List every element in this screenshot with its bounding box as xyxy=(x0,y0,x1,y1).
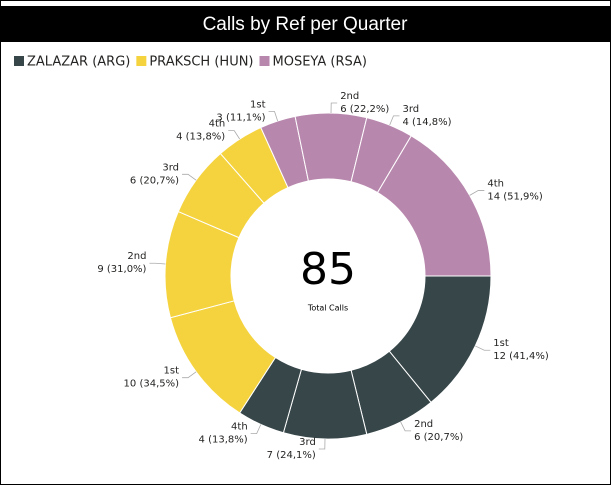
title-bar xyxy=(0,6,611,42)
slice-category: 3rd xyxy=(402,104,419,115)
leader-line xyxy=(330,102,338,114)
legend-swatch xyxy=(136,56,147,66)
slices xyxy=(164,112,492,440)
slice-category: 2nd xyxy=(127,251,146,262)
total-label: Total Calls xyxy=(307,304,348,313)
slice-category: 1st xyxy=(493,338,509,349)
legend-label: ZALAZAR (ARG) xyxy=(27,55,130,70)
slice-value-label: 9 (31,0%) xyxy=(97,264,146,275)
slice-value-label: 6 (20,7%) xyxy=(414,432,463,443)
slice-value-label: 12 (41,4%) xyxy=(493,351,549,362)
leader-line xyxy=(182,173,197,181)
legend-label: MOSEYA (RSA) xyxy=(273,55,367,70)
slice-value-label: 6 (20,7%) xyxy=(130,175,179,186)
slice-value-label: 7 (24,1%) xyxy=(267,450,316,461)
leader-line xyxy=(149,262,166,265)
legend-swatch xyxy=(259,56,270,66)
leader-line xyxy=(182,371,197,379)
leader-line xyxy=(400,421,412,432)
legend: ZALAZAR (ARG) PRAKSCH (HUN) MOSEYA (RSA) xyxy=(14,55,367,70)
slice-value-label: 3 (11,1%) xyxy=(216,112,265,123)
slice-value-label: 10 (34,5%) xyxy=(124,379,180,390)
leader-line xyxy=(268,111,279,122)
slice-category: 3rd xyxy=(162,162,179,173)
leader-line xyxy=(250,424,262,435)
slice-category: 2nd xyxy=(340,91,359,102)
slice-category: 2nd xyxy=(414,419,433,430)
slice-value-label: 4 (13,8%) xyxy=(199,435,248,446)
leader-line xyxy=(469,190,485,196)
slice-category: 4th xyxy=(487,178,504,189)
slice-value-label: 4 (13,8%) xyxy=(176,132,225,143)
slice xyxy=(376,135,492,277)
leader-line xyxy=(228,130,240,140)
slice-category: 4th xyxy=(231,422,248,433)
slice-category: 1st xyxy=(250,99,266,110)
slice-value-label: 6 (22,2%) xyxy=(340,104,389,115)
leader-line xyxy=(389,115,400,126)
slice-value-label: 4 (14,8%) xyxy=(402,117,451,128)
legend-label: PRAKSCH (HUN) xyxy=(149,55,253,70)
leader-line xyxy=(475,345,491,351)
total-value: 85 xyxy=(300,244,356,295)
labels: 1st 12 (41,4%) 2nd 6 (20,7%) 3rd 7 (24,1%) 4th… xyxy=(97,91,548,461)
slice-category: 4th xyxy=(209,119,226,130)
legend-swatch xyxy=(14,56,24,66)
chart-title: Calls by Ref per Quarter xyxy=(203,14,409,35)
slice-category: 3rd xyxy=(299,437,316,448)
slice-value-label: 14 (51,9%) xyxy=(487,191,543,202)
leader-line xyxy=(318,438,326,450)
slice-category: 1st xyxy=(164,366,180,377)
